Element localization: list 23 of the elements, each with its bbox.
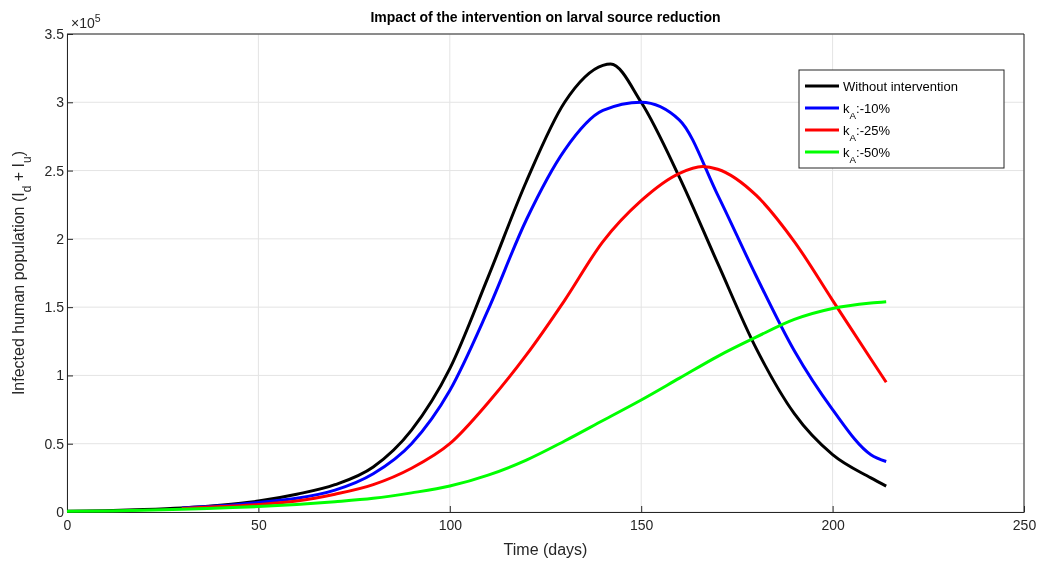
y-tick-label: 0 bbox=[56, 503, 65, 520]
legend-label: k$_{A}$:-25% bbox=[843, 123, 891, 143]
legend-label: Without intervention bbox=[843, 79, 958, 94]
y-tick-label: 2.5 bbox=[44, 162, 65, 179]
y-tick-label: 3.5 bbox=[44, 25, 65, 42]
y-tick-label: 0.5 bbox=[44, 435, 65, 452]
x-axis-title: Time (days) bbox=[503, 541, 588, 558]
x-tick-label: 50 bbox=[251, 517, 267, 534]
y-tick-label: 3 bbox=[56, 94, 65, 111]
line-series bbox=[65, 300, 888, 513]
legend-label: k$_{A}$:-10% bbox=[843, 101, 891, 121]
x-tick-label: 200 bbox=[821, 517, 845, 534]
line-series bbox=[180, 100, 888, 510]
line-series bbox=[180, 164, 888, 511]
x-tick-label: 250 bbox=[1012, 517, 1037, 534]
x-tick-label: 150 bbox=[630, 517, 654, 534]
legend-label: k$_{A}$:-50% bbox=[843, 145, 891, 165]
x-tick-label: 100 bbox=[438, 517, 463, 534]
chart-title: Impact of the intervention on larval source reduction bbox=[370, 9, 721, 25]
text: ×10$^{5}$ bbox=[71, 12, 101, 31]
y-tick-label: 1.5 bbox=[44, 299, 65, 316]
y-tick-label: 2 bbox=[56, 230, 65, 247]
y-tick-label: 1 bbox=[56, 367, 65, 384]
